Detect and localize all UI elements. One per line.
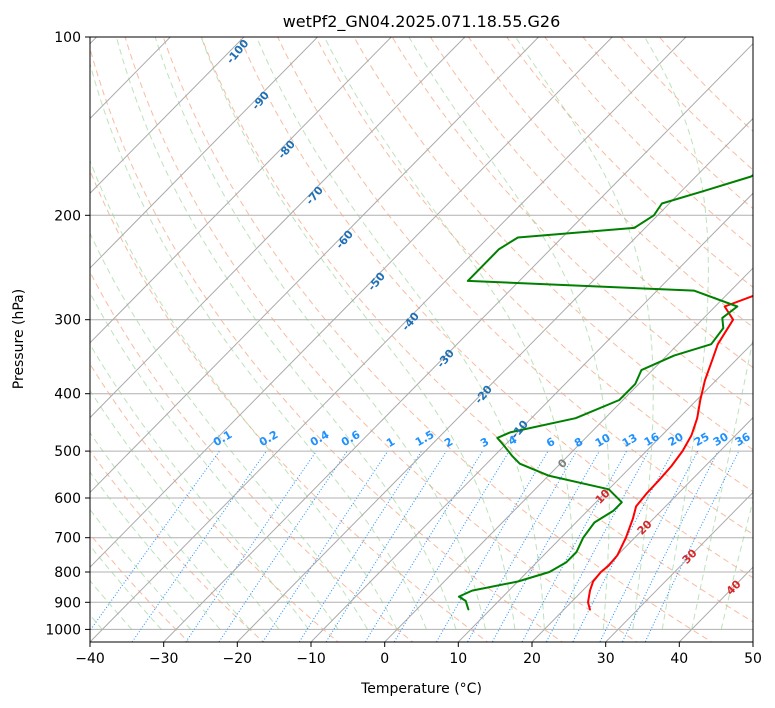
chart-title: wetPf2_GN04.2025.071.18.55.G26 (283, 12, 561, 32)
dry-adiabat-line (90, 449, 265, 642)
x-tick-label: 20 (523, 651, 541, 667)
dry-adiabat-line (200, 37, 753, 623)
temperature-line (587, 294, 753, 611)
dry-adiabat-line (90, 271, 414, 642)
dry-adiabat-line (90, 46, 564, 642)
mixing-ratio-line (185, 450, 317, 642)
isotherm-line (90, 37, 540, 494)
isotherm-line (383, 267, 753, 642)
isotherm-line (162, 42, 753, 642)
y-tick-label: 1000 (45, 622, 81, 638)
moist-adiabat-line (691, 336, 753, 630)
moist-adiabat-line (90, 291, 339, 630)
moist-adiabat-line (90, 579, 133, 630)
x-tick-label: 40 (670, 651, 688, 667)
y-tick-label: 100 (54, 30, 81, 46)
y-tick-label: 800 (54, 565, 81, 581)
profile-series (457, 173, 753, 611)
y-tick-label: 200 (54, 208, 81, 224)
moist-adiabat-line (90, 232, 369, 630)
x-tick-label: 10 (449, 651, 467, 667)
mixing-ratio-line (325, 450, 447, 642)
moist-adiabat-line (514, 37, 654, 630)
moist-adiabat-line (200, 37, 516, 630)
dewpoint-line (457, 173, 753, 611)
y-tick-label: 900 (54, 595, 81, 611)
mixing-ratio-line (572, 450, 674, 642)
mixing-ratio-line (435, 450, 549, 642)
isotherm-line (752, 641, 753, 642)
dry-adiabat-line (124, 37, 638, 642)
plot-frame (89, 36, 754, 643)
isotherm-line (90, 37, 319, 269)
isotherm-line (90, 37, 245, 194)
mixing-ratio-line (621, 450, 719, 642)
isotherm-line (90, 37, 466, 419)
isotherm-line (90, 37, 687, 642)
y-tick-label: 500 (54, 444, 81, 460)
moist-adiabat-line (408, 37, 610, 630)
dry-adiabat-line (467, 37, 753, 328)
x-axis-title: Temperature (°C) (360, 681, 482, 697)
moist-adiabat-line (90, 389, 280, 630)
mixing-ratio-line (131, 450, 267, 642)
isotherm-line (310, 192, 753, 642)
x-tick-label: 50 (744, 651, 762, 667)
moist-adiabat-line (90, 431, 251, 630)
isotherm-line (457, 342, 753, 642)
dry-adiabat-line (391, 37, 753, 409)
x-tick-label: −10 (296, 651, 326, 667)
isotherm-line (604, 491, 753, 642)
plot-background (90, 37, 753, 642)
moist-adiabat-line (115, 37, 457, 630)
dry-adiabat-line (239, 37, 753, 579)
x-tick-label: −20 (223, 651, 253, 667)
dry-adiabat-line (90, 169, 489, 642)
x-tick-label: −30 (149, 651, 179, 667)
isotherm-line (90, 37, 392, 344)
moist-adiabat-line (90, 544, 162, 630)
axis-ticks: −40 −30 −20 −10 0 10 20 30 40 50 100 200 300 400 500 60… (45, 30, 762, 667)
y-tick-label: 600 (54, 491, 81, 507)
moist-adiabat-line (90, 471, 221, 630)
dry-adiabat-line (353, 37, 753, 451)
isotherm-line (531, 416, 753, 642)
mixing-ratio-line (298, 450, 423, 642)
moist-adiabat-line (720, 498, 753, 630)
isotherm-line (90, 37, 613, 568)
moist-adiabat-line (90, 159, 398, 630)
x-tick-label: −40 (75, 651, 105, 667)
dry-adiabat-line (162, 37, 713, 642)
moist-adiabat-line (644, 37, 709, 630)
y-axis-title: Pressure (hPa) (11, 289, 27, 389)
moist-adiabat-line (154, 37, 486, 630)
y-tick-label: 400 (54, 387, 81, 403)
x-tick-label: 30 (597, 651, 615, 667)
dry-adiabat-line (90, 363, 340, 642)
y-tick-label: 300 (54, 313, 81, 329)
dry-adiabat-line (315, 37, 753, 493)
isotherms (90, 37, 753, 642)
x-tick-label: 0 (380, 651, 389, 667)
isotherm-line (236, 117, 753, 642)
moist-adiabat-line (255, 37, 545, 630)
dry-adiabat-line (277, 37, 753, 535)
moist-adiabat-line (323, 37, 575, 630)
mixing-ratio-line (393, 450, 510, 642)
y-tick-label: 700 (54, 531, 81, 547)
mixing-ratio-line (90, 450, 221, 632)
